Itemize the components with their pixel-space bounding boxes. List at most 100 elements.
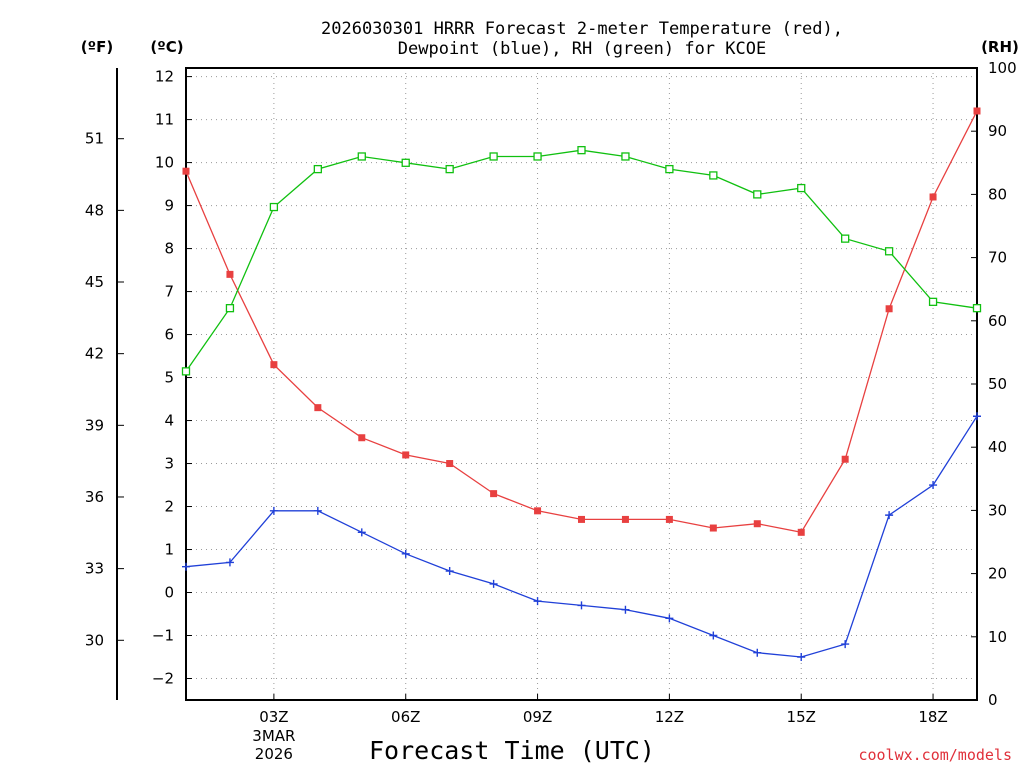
- dewpoint-point: [577, 601, 586, 610]
- celsius-unit-label: (ºC): [150, 38, 183, 56]
- celsius-tick-label: 2: [164, 498, 174, 516]
- fahrenheit-tick-label: 36: [85, 488, 104, 506]
- rh-tick-label: 50: [988, 375, 1007, 393]
- rh-point: [533, 152, 542, 161]
- rh-point: [313, 164, 322, 174]
- rh-series-line: [185, 149, 978, 372]
- rh-tick-label: 40: [988, 438, 1007, 456]
- temperature-point: [621, 515, 629, 523]
- rh-tick-label: 30: [988, 501, 1007, 519]
- x-tick-label: 15Z: [787, 708, 816, 726]
- dewpoint-point: [621, 605, 630, 614]
- fahrenheit-tick-label: 48: [85, 201, 104, 219]
- rh-point: [489, 152, 498, 161]
- dewpoint-series-line: [185, 415, 978, 658]
- dewpoint-point: [797, 653, 806, 662]
- fahrenheit-tick-label: 30: [85, 631, 104, 649]
- rh-point: [225, 304, 235, 313]
- rh-tick-label: 100: [988, 59, 1017, 77]
- rh-tick-label: 90: [988, 122, 1007, 140]
- chart-title-line-2: Dewpoint (blue), RH (green) for KCOE: [398, 39, 766, 59]
- celsius-tick-label: 6: [164, 326, 174, 344]
- rh-point: [884, 247, 894, 256]
- celsius-tick-label: 5: [164, 369, 174, 387]
- rh-point: [445, 164, 454, 174]
- temperature-point: [973, 107, 981, 115]
- x-tick-date-label: 3MAR: [252, 727, 295, 745]
- rh-tick-label: 70: [988, 249, 1007, 267]
- rh-unit-label: (RH): [981, 38, 1019, 56]
- temperature-point: [270, 361, 278, 369]
- temperature-point: [402, 451, 410, 459]
- series-layer: [181, 107, 982, 662]
- x-tick-date-label: 2026: [255, 745, 293, 763]
- x-tick-label: 12Z: [655, 708, 684, 726]
- fahrenheit-tick-label: 51: [85, 130, 104, 148]
- rh-tick-label: 60: [988, 312, 1007, 330]
- temperature-point: [665, 515, 673, 523]
- x-tick-label: 06Z: [391, 708, 420, 726]
- dewpoint-point: [313, 506, 322, 515]
- temperature-point: [885, 305, 893, 313]
- temperature-point: [534, 507, 542, 515]
- celsius-tick-label: −1: [152, 627, 174, 645]
- credit-text: coolwx.com/models: [858, 746, 1012, 764]
- rh-point: [928, 297, 938, 306]
- celsius-tick-label: 0: [164, 584, 174, 602]
- dewpoint-point: [885, 511, 894, 520]
- rh-point: [181, 367, 191, 376]
- fahrenheit-tick-label: 42: [85, 345, 104, 363]
- dewpoint-point: [709, 631, 718, 640]
- x-tick-label: 03Z: [259, 708, 288, 726]
- x-tick-label: 09Z: [523, 708, 552, 726]
- fahrenheit-tick-label: 33: [85, 560, 104, 578]
- rh-point: [797, 183, 806, 193]
- celsius-tick-label: 12: [155, 68, 174, 86]
- rh-tick-label: 10: [988, 628, 1007, 646]
- rh-point: [621, 152, 630, 161]
- dewpoint-point: [489, 579, 498, 588]
- celsius-tick-label: 7: [164, 283, 174, 301]
- temperature-series-line: [185, 110, 978, 534]
- temperature-point: [797, 528, 805, 536]
- celsius-tick-label: 1: [164, 541, 174, 559]
- rh-point: [401, 158, 410, 167]
- celsius-tick-label: 4: [164, 412, 174, 430]
- dewpoint-point: [225, 558, 234, 567]
- temperature-point: [841, 455, 849, 463]
- celsius-tick-label: 9: [164, 197, 174, 215]
- rh-tick-label: 80: [988, 185, 1007, 203]
- fahrenheit-unit-label: (ºF): [81, 38, 113, 56]
- dewpoint-point: [269, 506, 278, 515]
- rh-point: [357, 152, 366, 161]
- celsius-tick-label: 8: [164, 240, 174, 258]
- dewpoint-point: [753, 648, 762, 657]
- x-axis-title: Forecast Time (UTC): [369, 736, 655, 765]
- rh-point: [753, 190, 762, 199]
- dewpoint-point: [182, 562, 190, 571]
- rh-point: [841, 234, 850, 243]
- celsius-tick-label: −2: [152, 670, 174, 688]
- rh-tick-label: 0: [988, 691, 998, 709]
- celsius-tick-label: 3: [164, 455, 174, 473]
- temperature-point: [182, 167, 190, 175]
- x-tick-label: 18Z: [918, 708, 947, 726]
- chart-title-line-1: 2026030301 HRRR Forecast 2-meter Tempera…: [321, 19, 843, 39]
- celsius-tick-label: 11: [155, 111, 174, 129]
- temperature-point: [753, 520, 761, 528]
- dewpoint-point: [929, 481, 938, 490]
- temperature-point: [490, 490, 498, 498]
- dewpoint-point: [401, 549, 410, 558]
- rh-tick-label: 20: [988, 565, 1007, 583]
- rh-point: [972, 304, 982, 313]
- dewpoint-point: [533, 597, 542, 606]
- grid-layer: [186, 68, 977, 700]
- rh-point: [709, 171, 718, 180]
- temperature-point: [578, 515, 585, 523]
- fahrenheit-tick-label: 45: [85, 273, 104, 291]
- celsius-tick-label: 10: [155, 154, 174, 172]
- dewpoint-point: [445, 567, 454, 576]
- dewpoint-point: [973, 412, 981, 421]
- dewpoint-point: [665, 614, 674, 623]
